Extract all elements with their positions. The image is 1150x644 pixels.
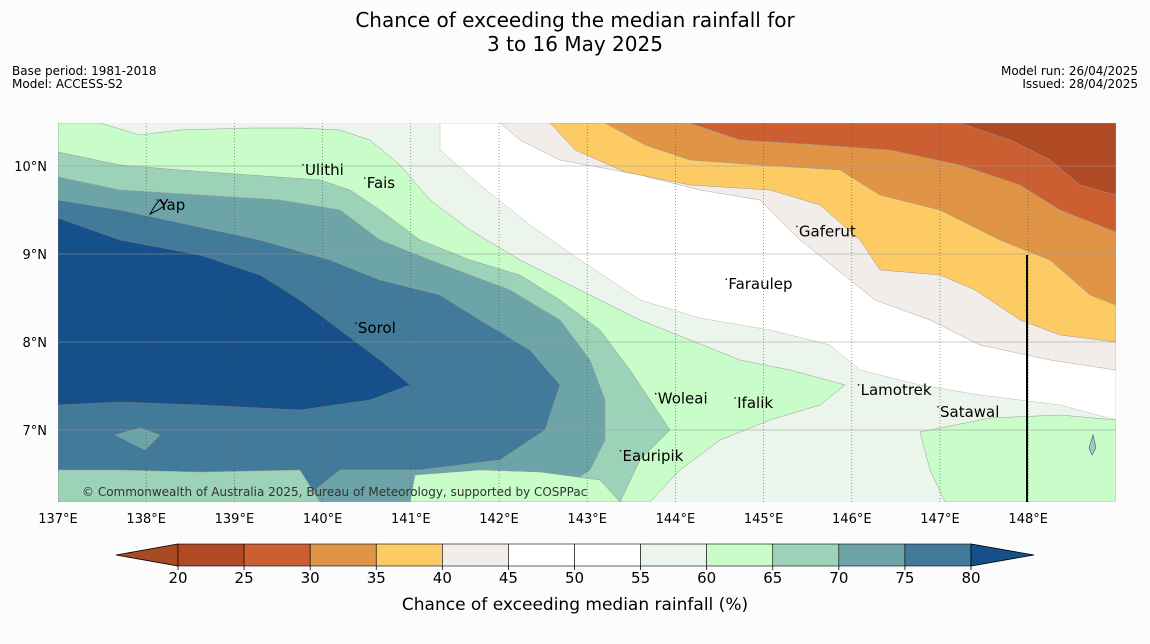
colorbar-tick-label: 40 bbox=[433, 569, 452, 587]
contour-patch-south bbox=[58, 469, 321, 502]
place-label: Lamotrek bbox=[861, 381, 932, 399]
lat-tick-label: 9°N bbox=[23, 248, 48, 263]
place-marker bbox=[156, 199, 159, 201]
place-label: Gaferut bbox=[799, 222, 856, 240]
place-marker bbox=[619, 450, 622, 452]
place-marker bbox=[355, 322, 357, 325]
colorbar-extend-low bbox=[115, 543, 179, 567]
colorbar-tick-label: 35 bbox=[367, 569, 386, 587]
place-marker bbox=[857, 384, 860, 386]
place-marker bbox=[363, 177, 366, 179]
place-labels: Ulithi Fais Yap Gaferut Faraulep Sorol Lamotre… bbox=[156, 161, 999, 465]
place-marker bbox=[725, 278, 728, 281]
lon-tick-label: 147°E bbox=[920, 512, 960, 527]
place-marker bbox=[734, 397, 736, 399]
colorbar-segment bbox=[508, 543, 575, 567]
place-label: Ifalik bbox=[737, 394, 773, 412]
contour-patch-south2 bbox=[409, 469, 621, 502]
colorbar-tick-label: 20 bbox=[168, 569, 187, 587]
place-label: Faraulep bbox=[728, 275, 792, 293]
place-marker bbox=[796, 225, 798, 228]
colorbar-segment bbox=[309, 543, 377, 567]
small-island-east bbox=[1088, 433, 1097, 456]
place-marker bbox=[654, 392, 657, 395]
lon-tick-label: 143°E bbox=[567, 512, 607, 527]
colorbar-segment bbox=[375, 543, 443, 567]
place-label: Satawal bbox=[940, 403, 999, 421]
colorbar-extend-high bbox=[970, 543, 1035, 567]
contour-20-25 bbox=[959, 123, 1116, 196]
colorbar-segment bbox=[838, 543, 906, 567]
colorbar-tick-label: 75 bbox=[895, 569, 914, 587]
meta-left: Base period: 1981-2018 Model: ACCESS-S2 bbox=[12, 65, 157, 91]
latitude-ticks: 10°N 9°N 8°N 7°N bbox=[14, 160, 47, 439]
colorbar-tick-label: 55 bbox=[631, 569, 650, 587]
lon-tick-label: 139°E bbox=[215, 512, 255, 527]
place-marker bbox=[302, 164, 304, 166]
colorbar-segment bbox=[243, 543, 311, 567]
model-run: Model run: 26/04/2025 bbox=[1000, 64, 1138, 78]
base-period: Base period: 1981-2018 bbox=[12, 64, 157, 78]
place-label: Fais bbox=[367, 174, 396, 192]
contour-patch-sw bbox=[114, 427, 161, 451]
place-label: Eauripik bbox=[622, 447, 683, 465]
lat-tick-label: 10°N bbox=[14, 160, 47, 175]
lon-tick-label: 141°E bbox=[391, 512, 431, 527]
colorbar-tick-label: 65 bbox=[763, 569, 782, 587]
colorbar-tick-label: 25 bbox=[235, 569, 254, 587]
lon-tick-label: 137°E bbox=[38, 512, 78, 527]
lon-tick-label: 142°E bbox=[479, 512, 519, 527]
colorbar-segment bbox=[442, 543, 509, 567]
lon-tick-label: 148°E bbox=[1008, 512, 1048, 527]
yap-island bbox=[148, 199, 165, 216]
map-title-line1: Chance of exceeding the median rainfall … bbox=[355, 8, 795, 32]
graticule bbox=[58, 123, 1116, 502]
issued-date: Issued: 28/04/2025 bbox=[1022, 77, 1138, 91]
colorbar-tick-label: 50 bbox=[565, 569, 584, 587]
colorbar-segment bbox=[640, 543, 707, 567]
colorbar: 20 25 30 35 40 45 50 55 60 65 70 75 80 bbox=[115, 543, 1035, 587]
colorbar-tick-label: 70 bbox=[829, 569, 848, 587]
contour-25-30 bbox=[689, 123, 1116, 233]
rainfall-map: Ulithi Fais Yap Gaferut Faraulep Sorol Lamotre… bbox=[58, 123, 1116, 502]
contour-60-65-east bbox=[919, 414, 1116, 502]
lat-tick-label: 8°N bbox=[23, 336, 48, 351]
map-title-line2: 3 to 16 May 2025 bbox=[487, 32, 663, 56]
lon-tick-label: 144°E bbox=[656, 512, 696, 527]
lat-tick-label: 7°N bbox=[23, 424, 48, 439]
longitude-ticks: 137°E 138°E 139°E 140°E 141°E 142°E 143°E 144°E… bbox=[38, 512, 1048, 527]
place-label: Yap bbox=[158, 196, 185, 214]
colorbar-tick-label: 30 bbox=[301, 569, 320, 587]
colorbar-segment bbox=[706, 543, 774, 567]
meta-right: Model run: 26/04/2025 Issued: 28/04/2025 bbox=[1001, 65, 1138, 91]
colorbar-segment bbox=[772, 543, 840, 567]
lon-tick-label: 138°E bbox=[126, 512, 166, 527]
colorbar-tick-label: 45 bbox=[499, 569, 518, 587]
lon-tick-label: 140°E bbox=[303, 512, 343, 527]
colorbar-label: Chance of exceeding median rainfall (%) bbox=[402, 595, 748, 615]
colorbar-segment bbox=[177, 543, 245, 567]
colorbar-tick-label: 60 bbox=[697, 569, 716, 587]
colorbar-segment bbox=[904, 543, 972, 567]
lon-tick-label: 145°E bbox=[744, 512, 784, 527]
copyright-text: © Commonwealth of Australia 2025, Bureau… bbox=[82, 485, 587, 499]
colorbar-tick-label: 80 bbox=[961, 569, 980, 587]
place-label: Ulithi bbox=[305, 161, 344, 179]
colorbar-segment bbox=[574, 543, 641, 567]
lon-tick-label: 146°E bbox=[832, 512, 872, 527]
place-label: Woleai bbox=[658, 390, 708, 408]
model-name: Model: ACCESS-S2 bbox=[12, 77, 124, 91]
place-marker bbox=[937, 406, 939, 408]
contour-80-plus bbox=[58, 217, 411, 411]
place-label: Sorol bbox=[358, 319, 396, 337]
